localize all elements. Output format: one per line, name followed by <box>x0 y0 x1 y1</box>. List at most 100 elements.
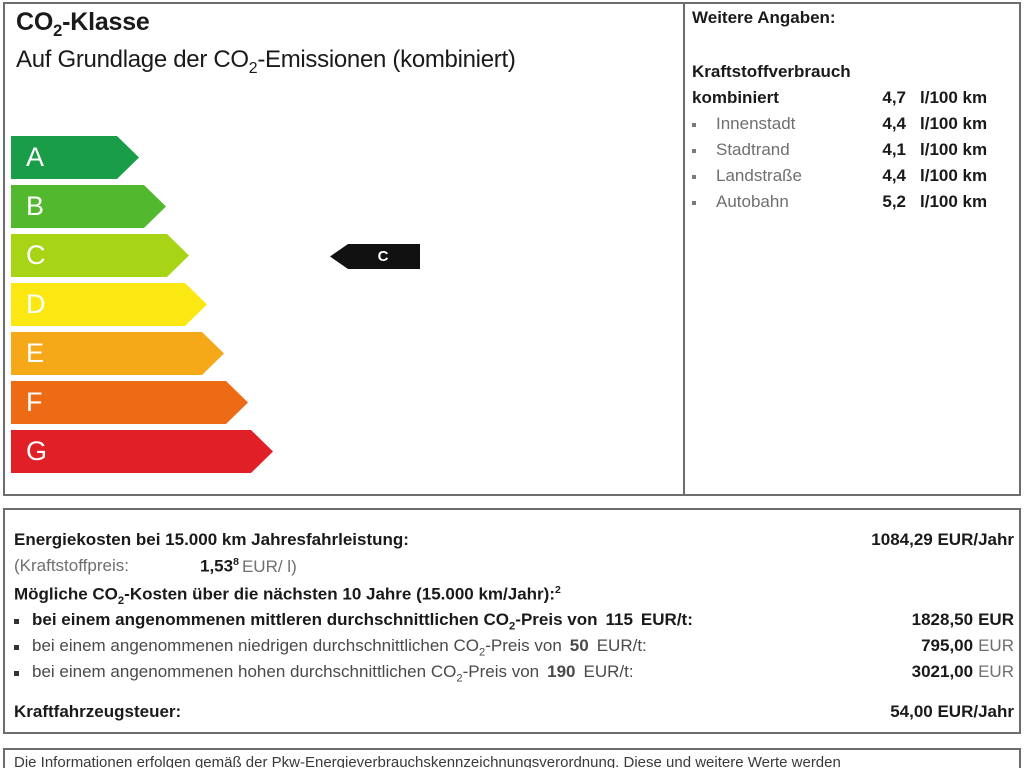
co2-scenario-price: 115 <box>605 610 633 629</box>
panel-costs <box>3 508 1021 734</box>
bullet-icon <box>692 123 696 127</box>
co2-heading-part-b: -Kosten über die nächsten 10 Jahre (15.0… <box>124 584 555 604</box>
consumption-row-unit: l/100 km <box>920 166 988 185</box>
vehicle-tax-label: Kraftfahrzeugsteuer: <box>14 702 182 721</box>
co2-scenario-amount-group: 1828,50 EUR <box>912 610 1014 630</box>
co2-scenario-row: bei einem angenommenen hohen durchschnit… <box>0 662 1024 688</box>
efficiency-bar-d: D <box>11 283 207 326</box>
co2-scenario-currency: EUR <box>978 610 1014 629</box>
co2-scenario-amount-group: 795,00 EUR <box>921 636 1014 656</box>
consumption-row-unit: l/100 km <box>920 192 988 211</box>
efficiency-bar-a: A <box>11 136 139 179</box>
co2-scenario-row: bei einem angenommenen mittleren durchsc… <box>0 610 1024 636</box>
co2-scenario-amount-group: 3021,00 EUR <box>912 662 1014 682</box>
fuel-price-row: (Kraftstoffpreis: 1,538 EUR/ l) <box>0 556 1024 582</box>
consumption-row-value: 5,2 <box>882 192 906 211</box>
co2-scenario-currency: EUR <box>978 636 1014 655</box>
bullet-icon <box>692 175 696 179</box>
consumption-row: Stadtrand 4,1 l/100 km <box>692 140 1018 166</box>
co2-scenario-text-part-a: bei einem angenommenen hohen durchschnit… <box>32 662 457 681</box>
efficiency-bar-e: E <box>11 332 224 375</box>
co2-scenario-price: 50 <box>569 636 589 655</box>
co2-scenario-text-part-a: bei einem angenommenen mittleren durchsc… <box>32 610 510 629</box>
co2-scenario-price: 190 <box>547 662 576 681</box>
consumption-row-label: Innenstadt <box>716 114 796 133</box>
fuel-price-label: (Kraftstoffpreis: <box>14 556 129 575</box>
efficiency-bar-letter: A <box>26 142 45 172</box>
further-details-heading: Weitere Angaben: <box>692 8 836 27</box>
efficiency-bar-f: F <box>11 381 248 424</box>
fuel-consumption-table: kombiniert 4,7 l/100 km Innenstadt 4,4 l/100 … <box>692 88 1018 218</box>
efficiency-bar-letter: G <box>26 436 48 466</box>
co2-scenario-unit: EUR/t: <box>640 610 693 629</box>
co2-scenario-text: bei einem angenommenen niedrigen durchsc… <box>32 636 647 658</box>
co2-scenario-text-part-a: bei einem angenommenen niedrigen durchsc… <box>32 636 479 655</box>
page-title: CO2-Klasse <box>16 8 150 41</box>
co2-scenario-unit: EUR/t: <box>596 636 647 655</box>
efficiency-bar-c: C <box>11 234 189 277</box>
co2-scenario-amount: 3021,00 <box>911 662 974 681</box>
co2-heading-subscript: 2 <box>117 595 125 608</box>
consumption-row-unit: l/100 km <box>920 88 988 107</box>
energy-cost-row: Energiekosten bei 15.000 km Jahresfahrle… <box>0 530 1024 556</box>
footnote-text: Die Informationen erfolgen gemäß der Pkw… <box>14 754 841 768</box>
co2-heading-part-a: Mögliche CO <box>14 584 118 604</box>
consumption-row-value: 4,4 <box>882 166 906 185</box>
consumption-row-value: 4,1 <box>882 140 906 159</box>
title-co: CO <box>16 8 54 36</box>
subtitle-subscript: 2 <box>248 59 258 77</box>
fuel-price-unit: EUR/ l) <box>241 556 297 576</box>
co2-cost-heading: Mögliche CO2-Kosten über die nächsten 10… <box>14 584 561 607</box>
consumption-row-unit: l/100 km <box>920 114 988 133</box>
co2-scenario-text-part-b: -Preis von <box>462 662 540 681</box>
consumption-row-label: Autobahn <box>716 192 789 211</box>
co2-scenario-subscript: 2 <box>509 620 516 633</box>
consumption-row: kombiniert 4,7 l/100 km <box>692 88 1018 114</box>
efficiency-bar-letter: F <box>26 387 43 417</box>
title-suffix: -Klasse <box>62 8 150 36</box>
panel-footnote <box>3 748 1021 768</box>
consumption-row: Innenstadt 4,4 l/100 km <box>692 114 1018 140</box>
efficiency-bar-g: G <box>11 430 273 473</box>
co2-scenario-subscript: 2 <box>479 646 486 659</box>
efficiency-bar-b: B <box>11 185 166 228</box>
co2-heading-footnote-marker: 2 <box>554 584 561 596</box>
class-pointer-label: C <box>377 248 389 265</box>
title-subscript: 2 <box>53 22 63 40</box>
efficiency-bar-letter: D <box>26 289 46 319</box>
subtitle-part-b: -Emissionen (kombiniert) <box>257 46 516 73</box>
vehicle-tax-amount: 54,00 EUR/Jahr <box>890 702 1014 721</box>
co2-scenario-text: bei einem angenommenen hohen durchschnit… <box>32 662 634 684</box>
co2-scenario-text-part-b: -Preis von <box>485 636 562 655</box>
consumption-row: Autobahn 5,2 l/100 km <box>692 192 1018 218</box>
fuel-price-superscript: 8 <box>233 556 239 568</box>
co2-scenario-amount: 795,00 <box>921 636 974 655</box>
bullet-icon <box>14 671 19 676</box>
consumption-row-unit: l/100 km <box>920 140 988 159</box>
subtitle-part-a: Auf Grundlage der CO <box>16 46 249 73</box>
efficiency-bar-letter: C <box>26 240 46 270</box>
energy-cost-amount: 1084,29 EUR/Jahr <box>871 530 1014 549</box>
consumption-row-value: 4,7 <box>882 88 906 107</box>
co2-scenario-text-part-b: -Preis von <box>515 610 598 629</box>
co2-scenario-currency: EUR <box>978 662 1014 681</box>
bullet-icon <box>692 201 696 205</box>
co2-scenario-amount: 1828,50 <box>911 610 974 629</box>
co2-scenario-subscript: 2 <box>456 672 463 685</box>
fuel-price-value-group: 1,538 EUR/ l) <box>200 556 297 577</box>
energy-cost-label: Energiekosten bei 15.000 km Jahresfahrle… <box>14 530 409 549</box>
bullet-icon <box>692 149 696 153</box>
consumption-row-value: 4,4 <box>882 114 906 133</box>
class-pointer-arrow: C <box>330 244 420 269</box>
co2-scenario-row: bei einem angenommenen niedrigen durchsc… <box>0 636 1024 662</box>
consumption-row-label: Stadtrand <box>716 140 790 159</box>
consumption-row-label: kombiniert <box>692 88 779 107</box>
efficiency-bar-letter: E <box>26 338 45 368</box>
bullet-icon <box>14 645 19 650</box>
vehicle-tax-row: Kraftfahrzeugsteuer: 54,00 EUR/Jahr <box>0 702 1024 728</box>
fuel-consumption-heading: Kraftstoffverbrauch <box>692 62 851 81</box>
consumption-row: Landstraße 4,4 l/100 km <box>692 166 1018 192</box>
co2-scenario-text: bei einem angenommenen mittleren durchsc… <box>32 610 693 632</box>
bullet-icon <box>14 619 19 624</box>
